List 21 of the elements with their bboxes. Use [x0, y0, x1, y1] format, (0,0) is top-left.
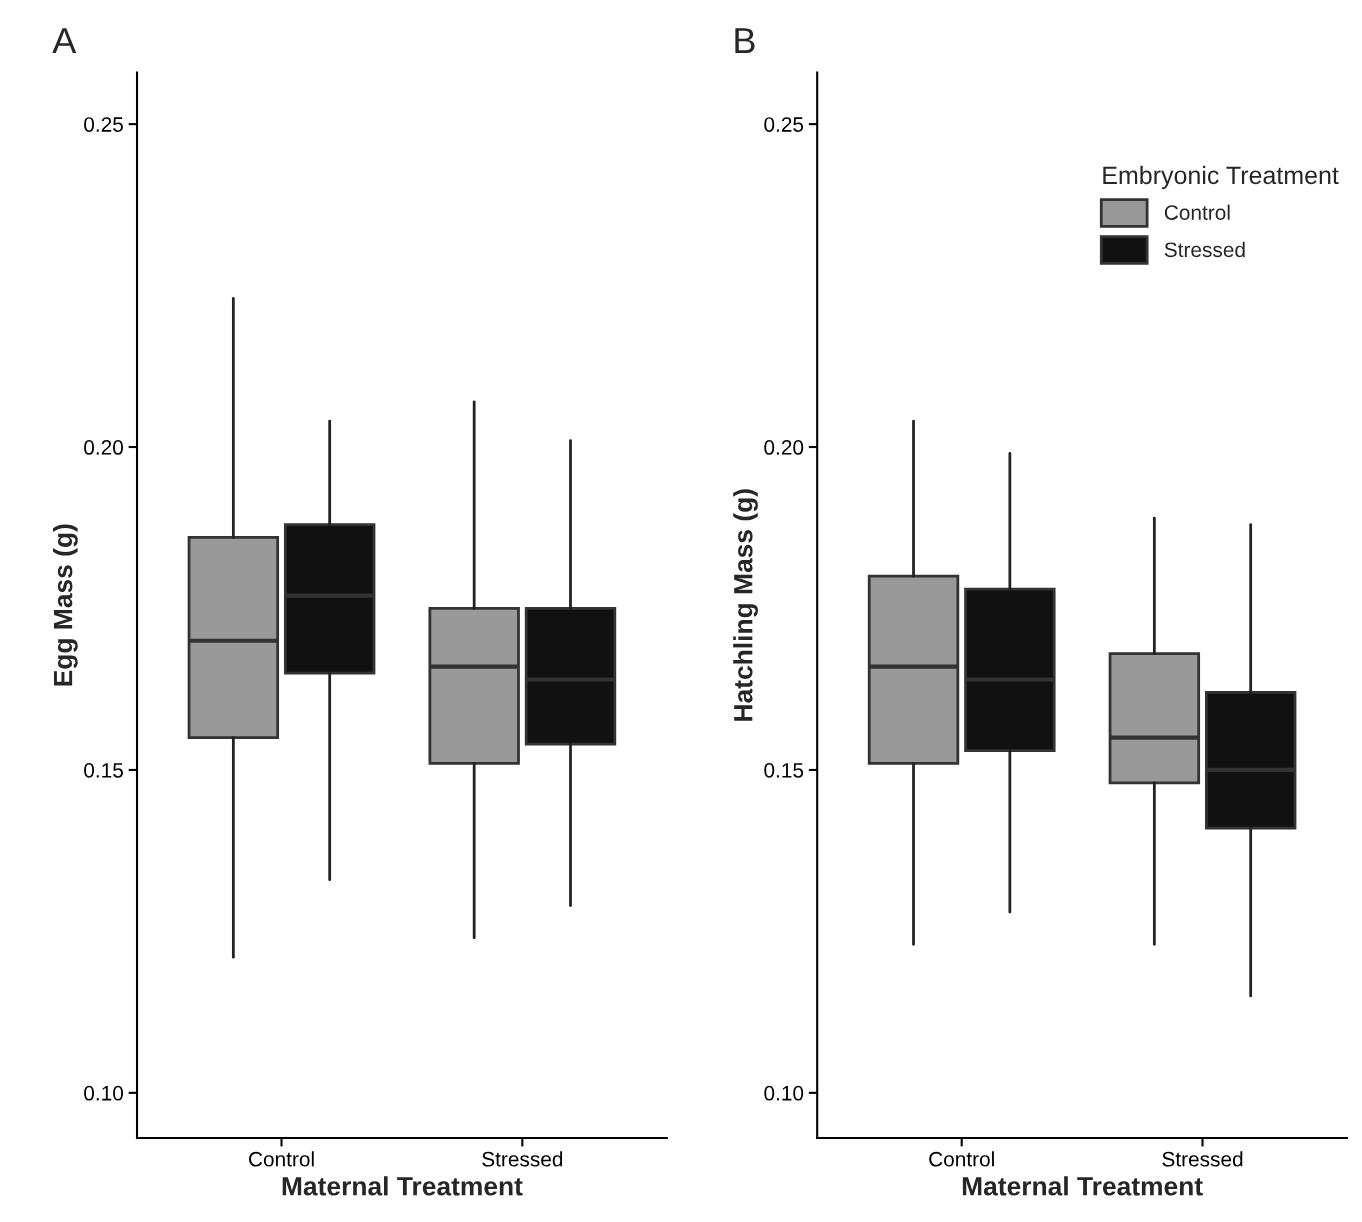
x-axis-title: Maternal Treatment	[962, 1176, 1203, 1196]
chart-title: B	[735, 28, 755, 54]
chart-title: A	[52, 28, 77, 54]
legend-label: Control	[1164, 204, 1230, 220]
legend-label: Stressed	[1164, 241, 1245, 258]
x-tick-label: Control	[929, 1151, 994, 1167]
y-tick-label: 0.25	[84, 117, 123, 132]
y-tick-label: 0.10	[764, 1085, 804, 1101]
y-tick-label: 0.10	[84, 1085, 124, 1101]
y-tick-label: 0.20	[764, 440, 804, 455]
x-tick-label: Stressed	[1162, 1151, 1243, 1167]
y-tick-label: 0.15	[84, 762, 123, 778]
legend-title: Embryonic Treatment	[1103, 165, 1339, 190]
x-axis-title: Maternal Treatment	[282, 1176, 523, 1196]
x-tick-label: Stressed	[482, 1151, 563, 1167]
y-tick-label: 0.15	[764, 762, 804, 778]
y-tick-label: 0.20	[84, 440, 124, 455]
x-tick-label: Control	[248, 1151, 314, 1167]
y-tick-label: 0.25	[764, 117, 804, 132]
y-axis-title: Egg Mass (g)	[53, 524, 78, 686]
y-axis-title: Hatchling Mass (g)	[733, 489, 758, 721]
